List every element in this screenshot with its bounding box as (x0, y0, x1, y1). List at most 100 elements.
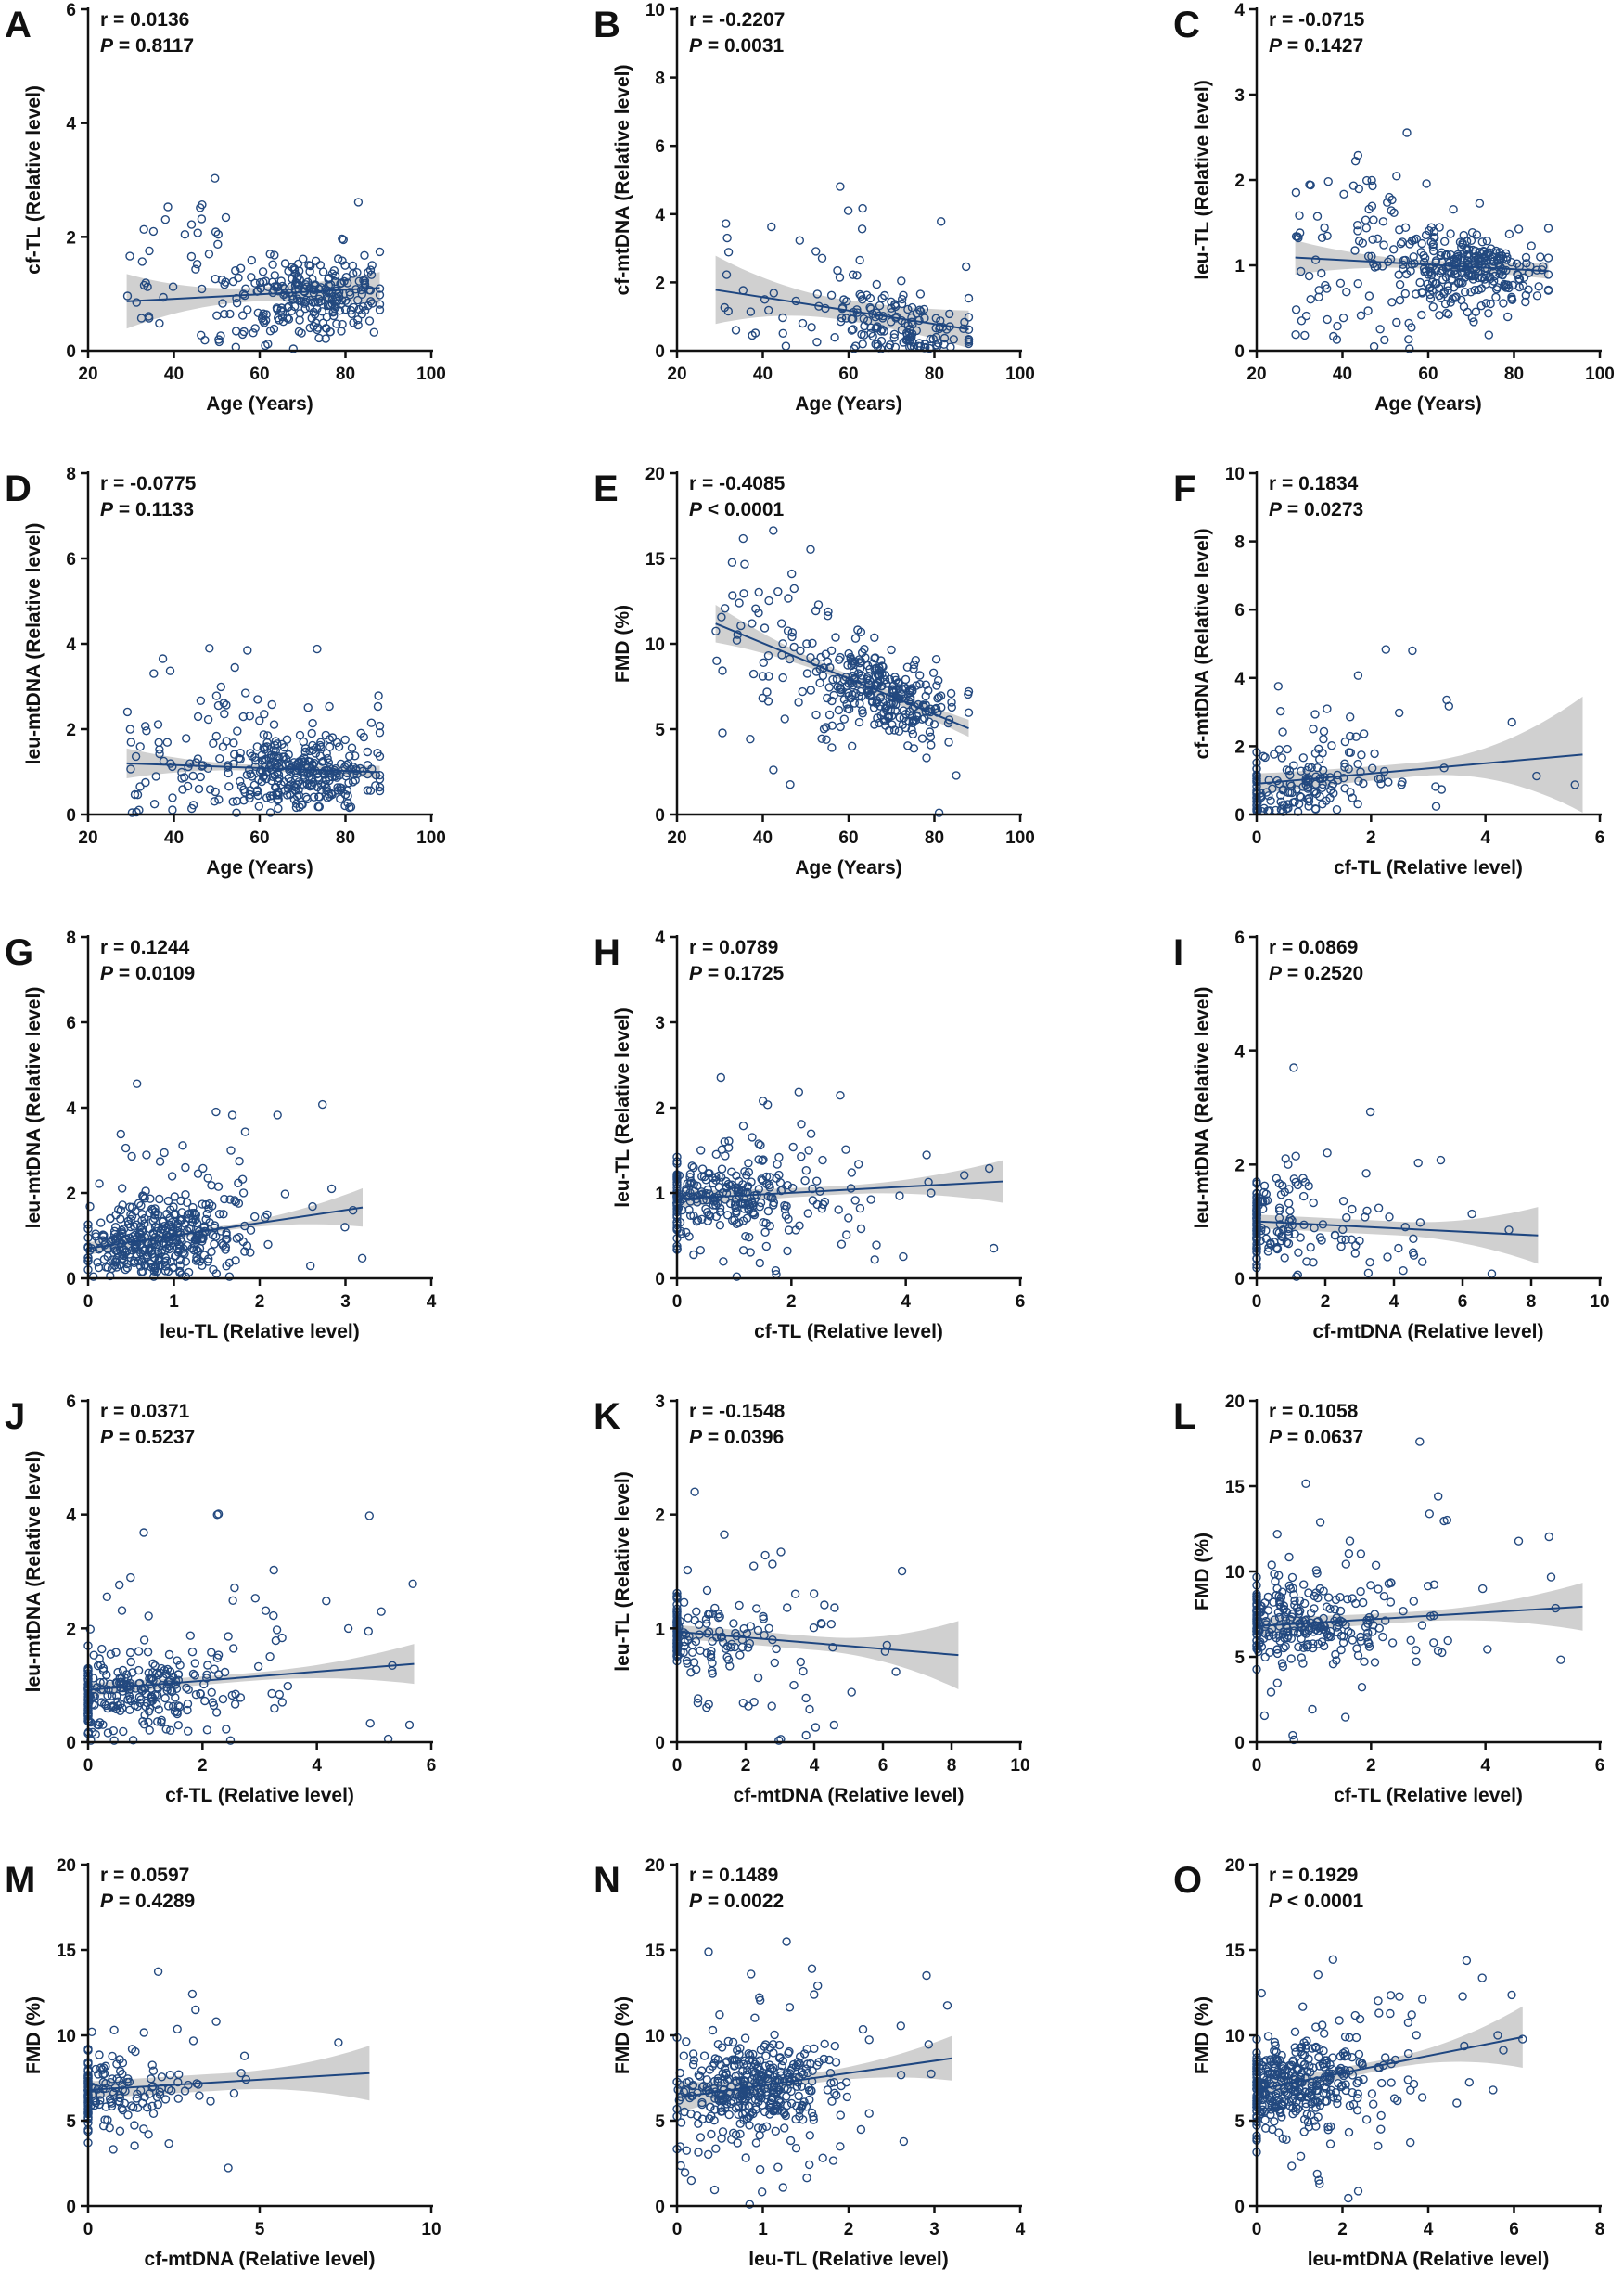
data-point (236, 754, 245, 764)
panel-letter: E (594, 468, 619, 509)
data-point (261, 340, 270, 351)
data-point (175, 1268, 185, 1277)
data-point (202, 1209, 212, 1219)
data-point (106, 2077, 116, 2087)
data-point (1278, 1661, 1288, 1672)
data-point (780, 714, 789, 724)
p-number: = 0.1133 (113, 499, 194, 520)
data-point (1284, 1185, 1294, 1194)
data-point (685, 1211, 696, 1221)
y-axis-title: FMD (%) (612, 605, 633, 683)
data-point (158, 654, 168, 663)
data-point (160, 1258, 170, 1267)
data-point (876, 656, 886, 665)
data-point (1361, 1212, 1370, 1222)
data-point (901, 674, 911, 685)
data-point (709, 2185, 720, 2195)
y-tick-label: 20 (1225, 1392, 1245, 1412)
data-point (168, 805, 177, 815)
data-point (229, 750, 239, 759)
x-tick-label: 0 (1252, 1756, 1262, 1776)
data-point (1338, 314, 1348, 323)
data-point (365, 786, 376, 795)
data-point (197, 214, 207, 224)
y-tick-label: 8 (66, 929, 76, 948)
data-point (723, 248, 734, 257)
data-point (899, 2136, 909, 2147)
data-point (317, 307, 326, 316)
data-point (679, 2087, 689, 2097)
data-point (789, 642, 799, 652)
data-point (806, 545, 815, 554)
data-point (762, 687, 772, 697)
data-point (748, 669, 759, 679)
data-point (1301, 2102, 1310, 2111)
data-point (135, 1262, 146, 1271)
data-point (1291, 187, 1301, 198)
data-point (144, 1668, 153, 1678)
data-point (727, 2135, 736, 2144)
data-point (177, 767, 186, 777)
data-point (338, 234, 347, 244)
data-point (1270, 1238, 1279, 1247)
data-point (140, 1232, 150, 1242)
data-point (1315, 1518, 1325, 1527)
x-tick-label: 8 (1527, 1292, 1537, 1312)
r-value: r = 0.0789 (689, 937, 778, 958)
data-point (1460, 2041, 1469, 2051)
data-point (340, 789, 351, 800)
data-point (732, 2078, 741, 2087)
data-point (1452, 2098, 1462, 2108)
data-point (711, 626, 721, 635)
data-point (97, 2065, 108, 2074)
data-point (949, 335, 959, 344)
data-point (1350, 1249, 1361, 1258)
data-point (95, 2050, 104, 2059)
data-point (826, 290, 837, 300)
data-point (210, 797, 220, 806)
x-tick-label: 6 (427, 1756, 437, 1776)
data-point (742, 2060, 752, 2070)
data-point (232, 808, 241, 817)
data-point (134, 1647, 144, 1656)
data-point (725, 1661, 735, 1671)
x-tick-label: 80 (336, 365, 355, 384)
y-tick-label: 0 (1234, 806, 1245, 826)
data-point (115, 2126, 125, 2136)
y-tick-label: 10 (1225, 2027, 1245, 2046)
data-point (352, 268, 362, 277)
data-point (153, 2099, 163, 2110)
data-point (1395, 280, 1405, 289)
data-point (279, 777, 288, 787)
data-point (183, 1726, 193, 1736)
data-point (103, 1691, 112, 1700)
data-point (145, 1725, 154, 1735)
y-tick-label: 0 (655, 2198, 665, 2217)
data-point (1408, 646, 1417, 656)
data-point (686, 1178, 696, 1188)
data-point (697, 2114, 708, 2123)
panel-letter: K (594, 1396, 620, 1437)
data-point (1290, 1596, 1299, 1606)
x-axis-title: Age (Years) (1374, 393, 1482, 415)
data-point (155, 2087, 165, 2097)
data-point (164, 2138, 173, 2148)
data-point (715, 1220, 725, 1230)
data-point (96, 2096, 105, 2105)
data-point (1282, 1621, 1291, 1631)
data-point (720, 1137, 729, 1147)
data-point (364, 1626, 373, 1636)
data-point (763, 1206, 773, 1216)
data-point (907, 313, 916, 323)
data-point (735, 2044, 745, 2053)
data-point (1405, 2137, 1415, 2148)
data-point (814, 2058, 824, 2067)
data-point (168, 793, 177, 802)
data-point (754, 1185, 763, 1194)
data-point (1502, 283, 1511, 292)
data-point (863, 673, 872, 683)
data-point (755, 1993, 764, 2002)
data-point (1367, 763, 1377, 773)
data-point (1288, 2109, 1297, 2119)
data-point (964, 335, 974, 344)
